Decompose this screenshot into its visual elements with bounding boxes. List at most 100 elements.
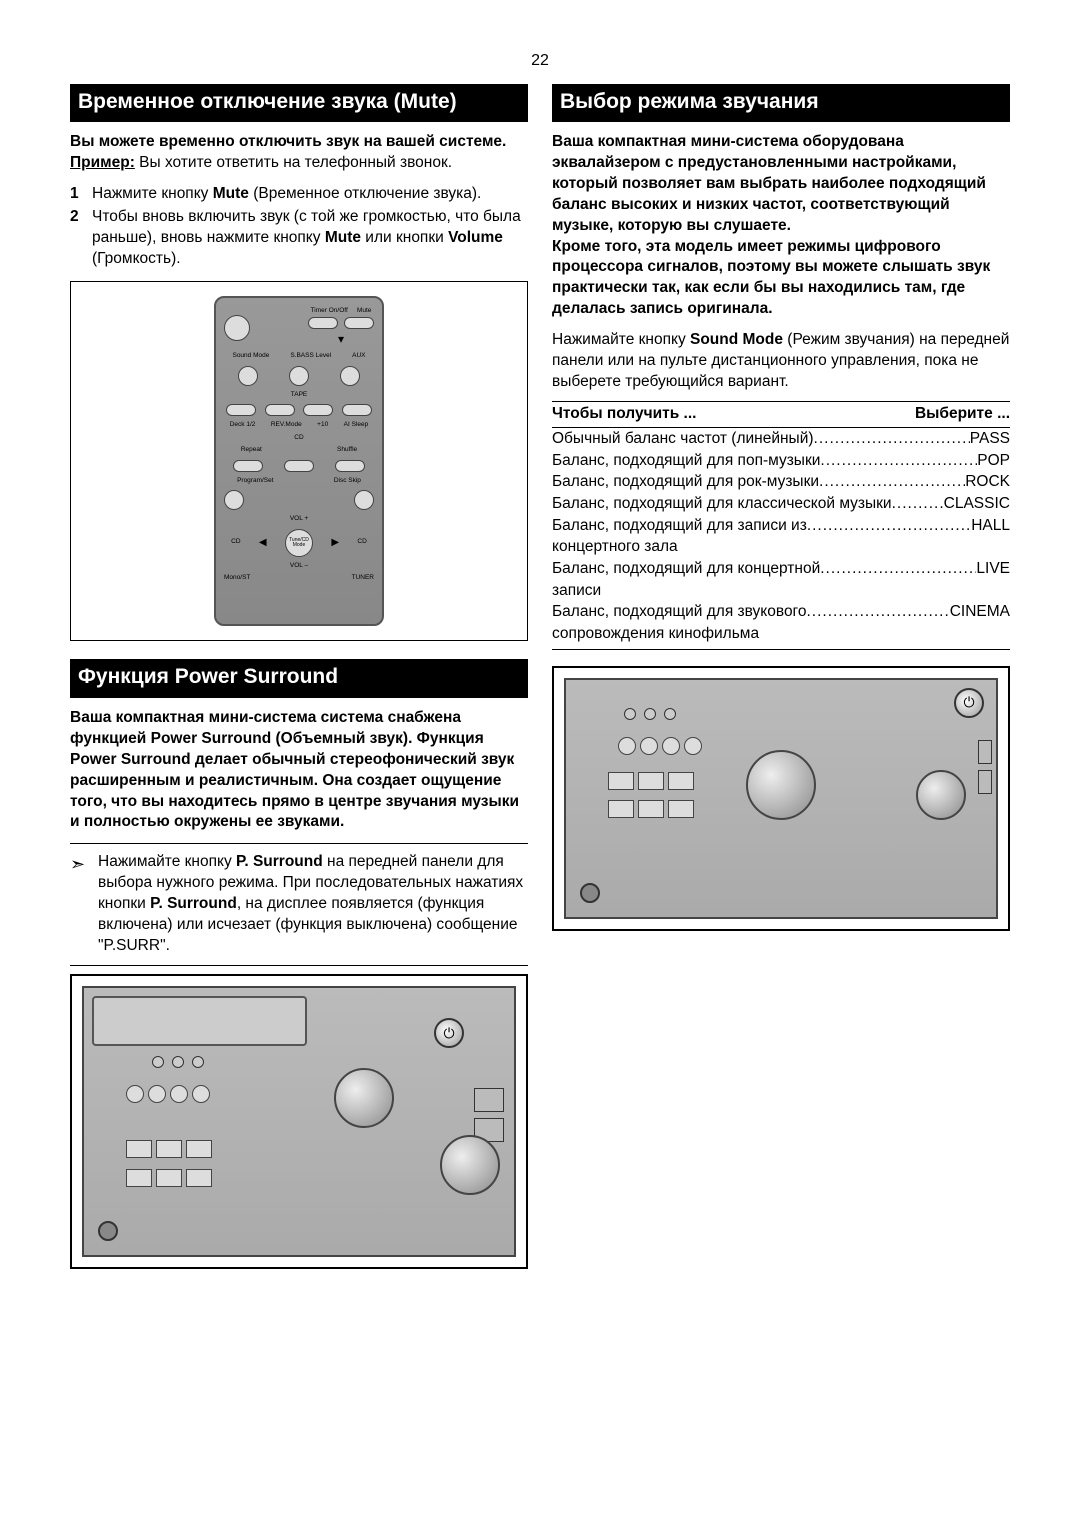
l: CD [231,539,240,546]
t: Баланс, подходящий для записи из [552,515,807,537]
left-column: Временное отключение звука (Mute) Вы мож… [70,84,528,1287]
btn [126,1085,144,1103]
t: Нажмите кнопку [92,185,213,202]
btn [638,772,664,790]
volume-knob-icon [334,1068,394,1128]
th-right: Выберите ... [915,404,1010,425]
btn [172,1056,184,1068]
divider [70,965,528,966]
l: Tune/CD Mode [286,538,312,548]
mute-step-2: 2 Чтобы вновь включить звук (с той же гр… [70,207,528,270]
t: Mute [325,229,361,246]
mic-jack-icon [98,1221,118,1241]
step-number: 1 [70,184,92,205]
l: +10 [317,422,328,429]
btn [608,772,634,790]
btn [664,708,676,720]
divider [70,843,528,844]
btn [170,1085,188,1103]
t: Баланс, подходящий для концертной [552,558,820,580]
l: S.BASS Level [290,353,331,360]
table-row-cont: концертного зала [552,536,1010,558]
dots [807,515,971,537]
soundmode-section-header: Выбор режима звучания [552,84,1010,122]
audio-device-icon: ⏻ [82,986,516,1257]
mute-example-label: Пример: [70,154,135,171]
l: Program/Set [237,478,274,485]
th-left: Чтобы получить ... [552,404,696,425]
btn [354,490,374,510]
t: CINEMA [950,601,1010,623]
btn [335,460,365,472]
side-buttons [978,740,992,794]
table-row: Баланс, подходящий для концертной LIVE [552,558,1010,580]
btn [192,1085,210,1103]
btn [668,800,694,818]
vol-plus-label: VOL + [290,516,308,523]
mute-steps: 1 Нажмите кнопку Mute (Временное отключе… [70,184,528,270]
btn [186,1169,212,1187]
btn [624,708,636,720]
l: Mute [357,308,371,315]
audio-device-icon: ⏻ [564,678,998,919]
mute-step-1: 1 Нажмите кнопку Mute (Временное отключе… [70,184,528,205]
table-row: Баланс, подходящий для поп-музыкиPOP [552,450,1010,472]
t: ROCK [965,471,1010,493]
step-body: Чтобы вновь включить звук (с той же гром… [92,207,528,270]
vol-minus-label: VOL – [290,563,308,570]
btn [684,737,702,755]
t: Баланс, подходящий для звукового [552,601,807,623]
t: P. Surround [150,895,237,912]
remote-control-icon: Timer On/OffMute ▾ Sound ModeS.BASS Leve… [214,296,384,626]
soundmode-intro: Ваша компактная мини-система оборудована… [552,132,1010,320]
btn [186,1140,212,1158]
page-number: 22 [70,50,1010,72]
remote-illustration-box: Timer On/OffMute ▾ Sound ModeS.BASS Leve… [70,281,528,641]
btn [156,1140,182,1158]
l: Disc Skip [334,478,361,485]
cd-label: CD [224,435,374,442]
btn [192,1056,204,1068]
device-illustration-box-2: ⏻ [552,666,1010,931]
mode-table-body: Обычный баланс частот (линейный)PASS Бал… [552,428,1010,650]
btn [284,460,314,472]
dots [814,428,970,450]
power-icon [224,315,250,341]
mute-intro: Вы можете временно отключить звук на ваш… [70,132,528,174]
dots [819,471,965,493]
l: REV.Mode [271,422,302,429]
dots [820,558,976,580]
l: Repeat [241,447,262,454]
cluster [606,770,696,827]
btn [238,366,258,386]
table-row: Баланс, подходящий для рок-музыкиROCK [552,471,1010,493]
btn [644,708,656,720]
mute-section-header: Временное отключение звука (Mute) [70,84,528,122]
t: Volume [448,229,503,246]
top-controls [624,708,988,720]
dots [807,601,950,623]
btn [638,800,664,818]
cluster [124,1138,214,1195]
device-illustration-box: ⏻ [70,974,528,1269]
power-button-icon: ⏻ [434,1018,464,1048]
t: Sound Mode [690,331,783,348]
btn [156,1169,182,1187]
l: AI Sleep [344,422,369,429]
tune-btn: Tune/CD Mode [285,529,313,557]
btn [224,490,244,510]
dots [892,493,944,515]
t: LIVE [976,558,1010,580]
table-row-cont: сопровождения кинофильма [552,623,1010,645]
btn [126,1169,152,1187]
btn [152,1056,164,1068]
btn [640,737,658,755]
t: Нажимайте кнопку [552,331,690,348]
t: или кнопки [361,229,448,246]
btn [618,737,636,755]
btn [662,737,680,755]
t: POP [977,450,1010,472]
t: Баланс, подходящий для классической музы… [552,493,892,515]
btn [303,404,333,416]
t: CLASSIC [944,493,1010,515]
